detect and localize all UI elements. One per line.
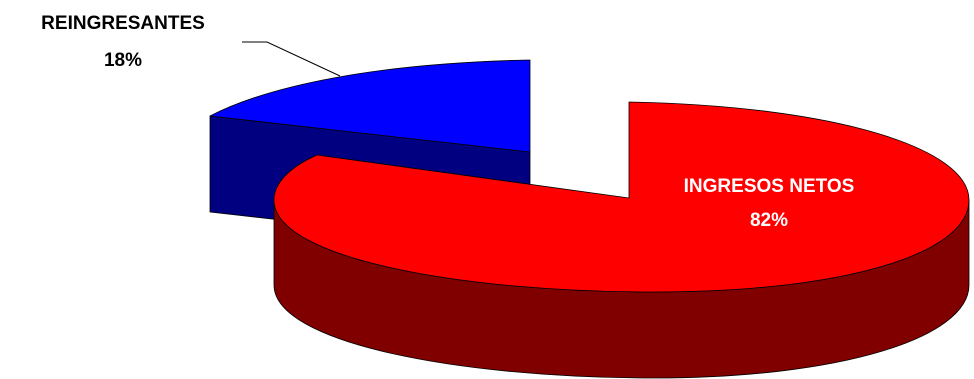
label-ingresos-netos: INGRESOS NETOS [684, 176, 855, 197]
value-ingresos-netos: 82% [750, 210, 788, 231]
slice-reingresantes-top [209, 59, 531, 153]
leader-line-reingresantes [242, 41, 341, 77]
slice-ingresos-netos [273, 101, 970, 379]
label-reingresantes: REINGRESANTES [41, 13, 205, 34]
slice-ingresos-netos-top [273, 101, 970, 293]
value-reingresantes: 18% [104, 50, 142, 71]
